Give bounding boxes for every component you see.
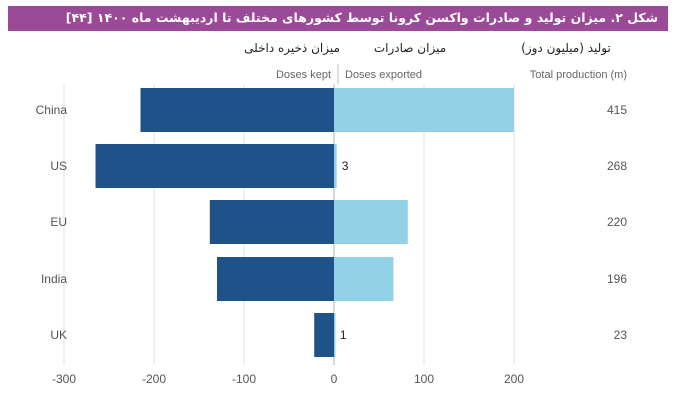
header-total-en: Total production (m) (530, 69, 627, 81)
bar-kept-eu (209, 200, 334, 244)
figure-title: شکل ۲. میزان تولید و صادرات واکسن کرونا … (8, 6, 668, 31)
bar-exported-us (334, 144, 337, 188)
header-kept-en: Doses kept (276, 69, 331, 81)
category-labels: China US EU India UK (36, 103, 68, 342)
bar-kept-india (217, 257, 334, 301)
bar-kept-uk (314, 313, 334, 357)
category-label: India (41, 272, 67, 286)
header-exported-en: Doses exported (345, 69, 422, 81)
category-label: US (50, 159, 67, 173)
bars (95, 88, 514, 357)
x-tick-label: -300 (52, 372, 76, 386)
data-labels: 31 (340, 159, 349, 342)
total-production-labels: 415 268 220 196 23 (607, 103, 627, 342)
header-total-fa: تولید (میلیون دوز) (521, 41, 611, 56)
category-label: UK (50, 328, 67, 342)
x-tick-label: 100 (414, 372, 434, 386)
bar-kept-china (140, 88, 334, 132)
bar-exported-china (334, 88, 514, 132)
x-tick-label: 200 (504, 372, 524, 386)
x-tick-label: 0 (331, 372, 338, 386)
column-headers: میزان ذخیره داخلی میزان صادرات تولید (می… (244, 41, 627, 84)
header-kept-fa: میزان ذخیره داخلی (244, 41, 340, 56)
data-label: 1 (340, 328, 347, 342)
total-production-value: 196 (607, 272, 627, 286)
bar-exported-eu (334, 200, 408, 244)
category-label: EU (50, 215, 67, 229)
header-exported-fa: میزان صادرات (374, 41, 446, 56)
total-production-value: 220 (607, 215, 627, 229)
data-label: 3 (342, 159, 349, 173)
total-production-value: 268 (607, 159, 627, 173)
total-production-value: 415 (607, 103, 627, 117)
x-tick-label: -100 (232, 372, 256, 386)
bar-kept-us (95, 144, 334, 188)
x-tick-label: -200 (142, 372, 166, 386)
x-tick-labels: -300 -200 -100 0 100 200 (52, 372, 524, 386)
bar-exported-india (334, 257, 394, 301)
category-label: China (36, 103, 68, 117)
bar-exported-uk (334, 313, 336, 357)
total-production-value: 23 (614, 328, 628, 342)
